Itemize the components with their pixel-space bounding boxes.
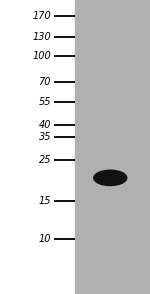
Text: 170: 170 — [32, 11, 51, 21]
Text: 35: 35 — [39, 132, 51, 142]
Bar — [75, 0, 150, 294]
Text: 40: 40 — [39, 120, 51, 130]
Text: 70: 70 — [39, 77, 51, 87]
Ellipse shape — [94, 170, 127, 186]
Text: 25: 25 — [39, 155, 51, 165]
Text: 15: 15 — [39, 196, 51, 206]
Text: 10: 10 — [39, 234, 51, 244]
Text: 55: 55 — [39, 97, 51, 107]
Text: 130: 130 — [32, 32, 51, 42]
Bar — [0, 0, 75, 294]
Text: 100: 100 — [32, 51, 51, 61]
